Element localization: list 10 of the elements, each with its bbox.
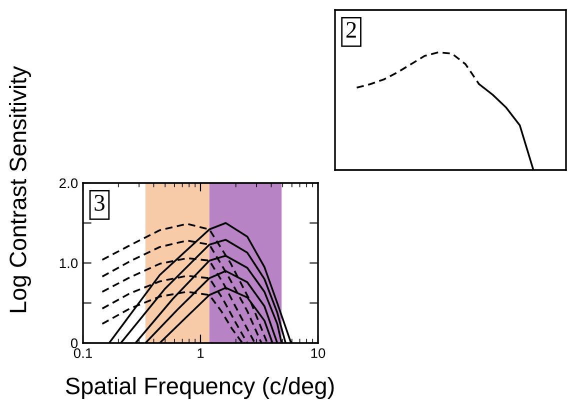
y-tick-label: 2.0 (60, 178, 78, 188)
y-axis-title: Log Contrast Sensitivity (8, 66, 32, 312)
y-tick-label: 1.0 (60, 258, 78, 268)
text: 2 (346, 22, 356, 38)
annotation: 3 (94, 194, 104, 211)
x-tick-label: 0.1 (74, 348, 92, 358)
x-tick-label: 10 (311, 348, 326, 358)
x-tick-label: 1 (198, 348, 204, 358)
x-axis-title: Spatial Frequency (c/deg) (66, 376, 334, 400)
y-tick-label: 0 (70, 338, 78, 348)
